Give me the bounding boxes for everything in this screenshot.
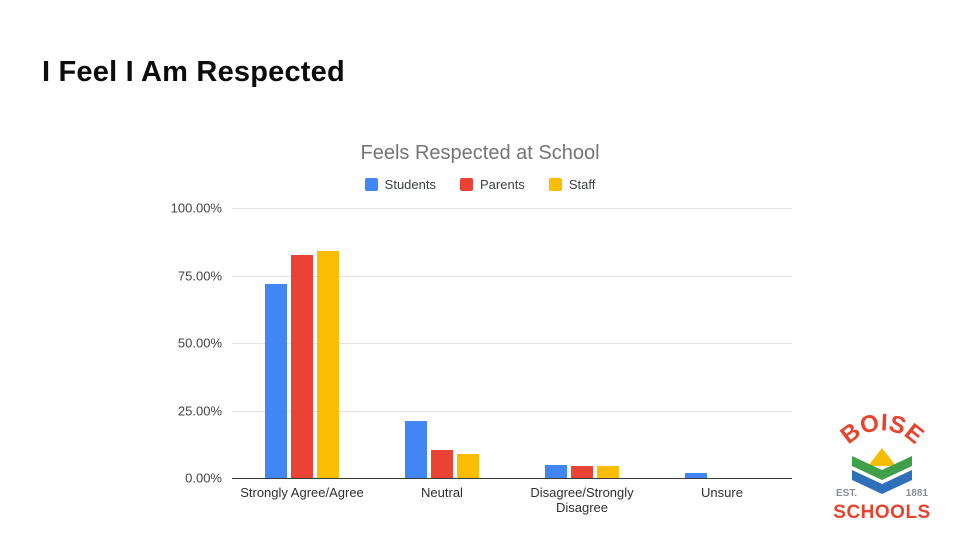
legend-swatch [364,178,378,191]
x-axis-category-label: Disagree/Strongly Disagree [530,485,634,515]
bar-group [512,208,652,478]
bar-staff [597,465,619,478]
legend-label: Staff [568,177,596,192]
bar-groups [232,208,792,478]
gridline [232,208,792,209]
y-tick-label: 0.00% [185,470,222,486]
bar-group [232,208,372,478]
bar-chart: Feels Respected at School Students Parent… [168,142,792,515]
legend-label: Parents [480,177,525,192]
bar-parents [571,465,593,478]
logo-est-label: EST. [836,488,857,499]
gridline [232,343,792,344]
legend-item-parents: Parents [460,177,525,192]
legend-swatch [460,178,473,191]
x-axis-category-label: Neutral [421,485,463,500]
bar-students [265,283,287,478]
legend-swatch [548,178,562,191]
bar-students [405,421,427,478]
y-tick-label: 100.00% [170,200,222,216]
book-icon [852,448,912,494]
gridline [232,275,792,277]
chart-legend: Students Parents Staff [168,177,792,192]
gridline [232,410,792,412]
logo-year: 1881 [906,488,929,499]
x-axis-category-label: Unsure [701,485,743,500]
slide-title: I Feel I Am Respected [42,56,345,88]
logo-bottom-text: SCHOOLS [833,502,930,523]
chart-title: Feels Respected at School [360,142,600,164]
boise-schools-logo: BOISE EST. 1881 SCHOOLS [833,409,930,523]
bar-students [545,464,567,478]
bar-parents [291,255,313,478]
bar-parents [431,449,453,478]
chart-x-axis-labels: Strongly Agree/Agree Neutral Disagree/Stro… [232,485,792,515]
bar-group [372,208,512,478]
legend-item-staff: Staff [548,177,596,192]
y-tick-label: 75.00% [177,268,222,283]
logo-arc-text: BOISE [836,409,929,450]
legend-label: Students [384,177,436,192]
chart-plot-area: 100.00% 75.00% 50.00% 25.00% 0.00% [171,201,792,486]
bar-group [652,208,792,478]
y-tick-label: 25.00% [177,403,222,418]
bar-students [685,472,707,478]
bar-staff [317,251,339,478]
x-axis-baseline [232,478,792,479]
legend-item-students: Students [364,177,436,192]
y-tick-label: 50.00% [177,335,222,351]
bar-staff [457,453,479,478]
x-axis-category-label: Strongly Agree/Agree [240,485,364,500]
